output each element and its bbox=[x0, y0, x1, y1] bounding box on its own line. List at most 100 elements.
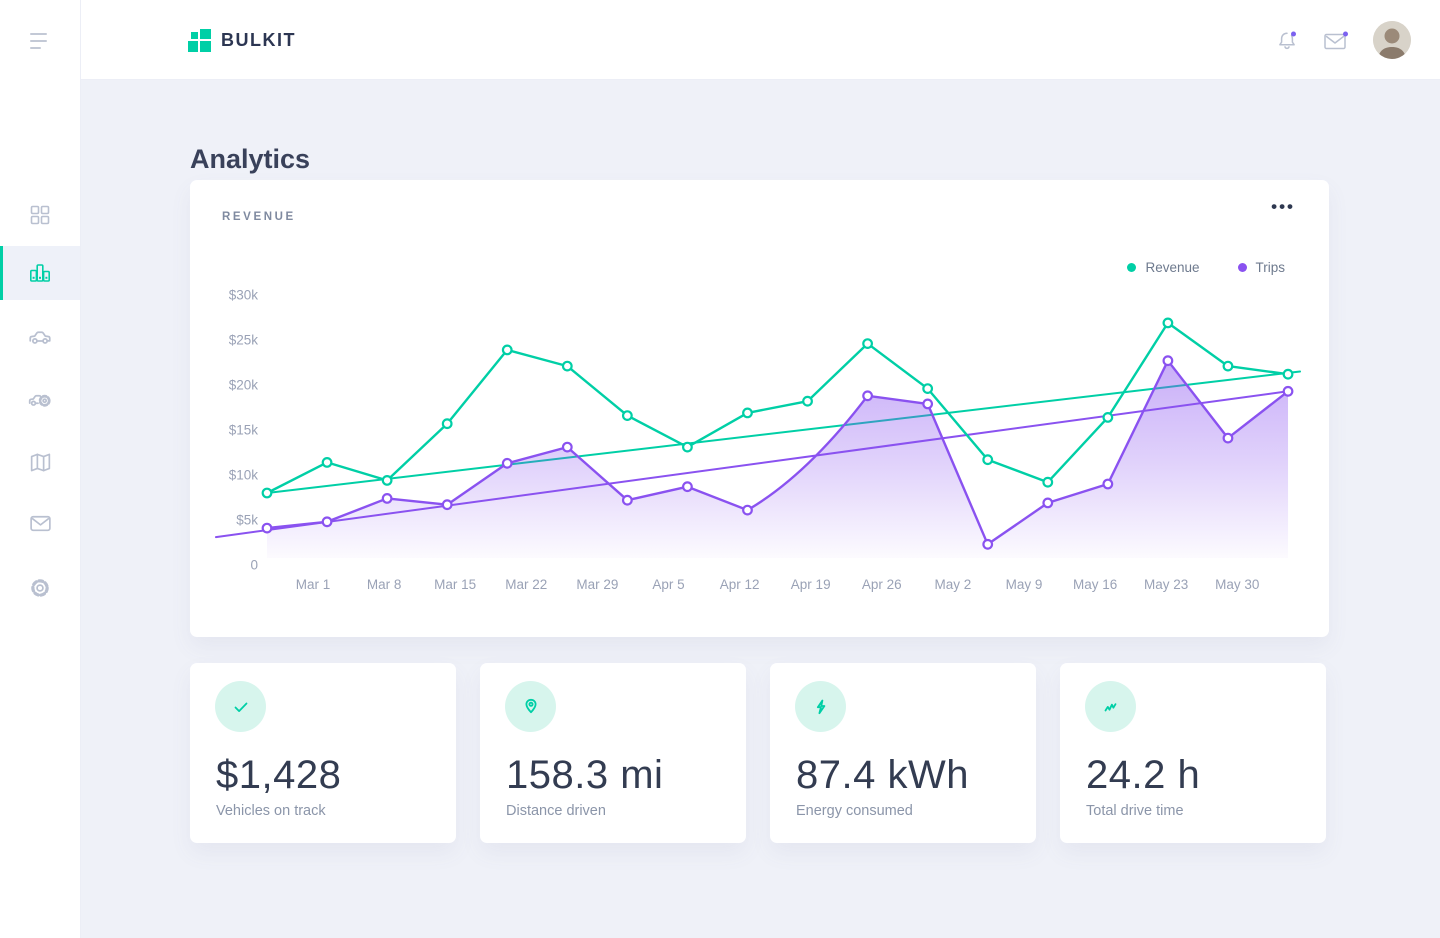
sidebar-item-vehicle-service[interactable] bbox=[0, 372, 80, 426]
trips-marker bbox=[261, 522, 273, 534]
x-tick-label: May 9 bbox=[1006, 577, 1043, 592]
stat-value: $1,428 bbox=[216, 753, 342, 797]
revenue-marker bbox=[1162, 317, 1174, 329]
car-icon bbox=[29, 331, 51, 344]
revenue-chart-card: $30k $25k $20k $15k $10k $5k 0 Mar 1 Mar 8 Mar 15… bbox=[190, 180, 1329, 637]
brand-name: BULKIT bbox=[221, 30, 296, 50]
revenue-marker bbox=[982, 454, 994, 466]
stat-label: Vehicles on track bbox=[216, 803, 326, 819]
stat-value: 87.4 kWh bbox=[796, 753, 969, 797]
message-badge bbox=[1343, 31, 1348, 37]
envelope-icon bbox=[1324, 31, 1348, 50]
stat-icon-bubble bbox=[795, 681, 846, 732]
x-tick-label: Mar 15 bbox=[434, 577, 476, 592]
map-icon bbox=[30, 453, 50, 471]
car-gear-icon bbox=[28, 394, 51, 407]
gear-icon bbox=[31, 579, 49, 597]
trips-marker bbox=[922, 398, 934, 410]
sidebar-item-messages[interactable] bbox=[0, 496, 80, 550]
stat-label: Total drive time bbox=[1086, 803, 1184, 819]
y-tick-label: $25k bbox=[229, 333, 259, 348]
x-tick-label: Apr 19 bbox=[791, 577, 831, 592]
trips-marker bbox=[1042, 497, 1054, 509]
x-tick-label: May 23 bbox=[1144, 577, 1188, 592]
trips-marker bbox=[381, 493, 393, 504]
sidebar-item-map[interactable] bbox=[0, 435, 80, 489]
notifications-button[interactable] bbox=[1273, 27, 1301, 55]
revenue-trend-line bbox=[266, 370, 1302, 494]
chart-more-menu[interactable]: ••• bbox=[1271, 197, 1295, 216]
revenue-chart: $30k $25k $20k $15k $10k $5k 0 Mar 1 Mar 8 Mar 15… bbox=[214, 288, 1302, 592]
x-tick-label: Mar 1 bbox=[296, 577, 331, 592]
hamburger-icon bbox=[30, 33, 47, 35]
trips-marker bbox=[742, 504, 753, 516]
chart-card-title: REVENUE bbox=[222, 211, 296, 223]
legend-item-trips[interactable]: Trips bbox=[1237, 260, 1285, 275]
revenue-marker bbox=[381, 475, 393, 486]
revenue-marker bbox=[321, 457, 333, 468]
bulkit-logo-icon bbox=[188, 29, 211, 52]
x-tick-label: Mar 8 bbox=[367, 577, 402, 592]
user-avatar[interactable] bbox=[1373, 21, 1411, 59]
legend-item-revenue[interactable]: Revenue bbox=[1127, 260, 1200, 275]
trips-marker bbox=[982, 538, 994, 550]
sidebar-item-dashboard[interactable] bbox=[0, 188, 80, 242]
trips-marker bbox=[441, 499, 453, 511]
trips-marker bbox=[321, 516, 333, 528]
revenue-marker bbox=[1042, 476, 1054, 488]
stats-row: $1,428 Vehicles on track 158.3 mi Distan… bbox=[190, 663, 1329, 843]
revenue-marker bbox=[922, 383, 934, 395]
menu-toggle-button[interactable] bbox=[30, 33, 50, 49]
revenue-marker bbox=[261, 487, 273, 499]
brand-logo[interactable]: BULKIT bbox=[188, 29, 296, 52]
check-icon bbox=[234, 702, 247, 712]
x-tick-label: Apr 12 bbox=[720, 577, 760, 592]
top-bar: BULKIT bbox=[81, 0, 1440, 80]
y-tick-label: $30k bbox=[229, 288, 259, 303]
trips-marker bbox=[621, 494, 633, 506]
stat-card-drive-time: 24.2 h Total drive time bbox=[1060, 663, 1326, 843]
stat-icon-bubble bbox=[215, 681, 266, 732]
stat-label: Distance driven bbox=[506, 803, 606, 819]
messages-button[interactable] bbox=[1321, 27, 1349, 55]
revenue-legend-label: Revenue bbox=[1145, 260, 1200, 275]
trips-marker bbox=[501, 457, 513, 469]
revenue-marker bbox=[501, 344, 513, 356]
grid-icon bbox=[30, 205, 50, 225]
page-title: Analytics bbox=[190, 144, 311, 175]
stat-card-energy: 87.4 kWh Energy consumed bbox=[770, 663, 1036, 843]
x-tick-label: May 16 bbox=[1073, 577, 1117, 592]
y-tick-label: $5k bbox=[236, 513, 258, 528]
lightning-icon bbox=[816, 699, 825, 714]
revenue-marker bbox=[561, 360, 573, 372]
trips-marker bbox=[561, 441, 573, 453]
trips-marker bbox=[682, 481, 693, 493]
revenue-marker bbox=[1282, 368, 1294, 380]
y-tick-label: $15k bbox=[229, 423, 259, 438]
stat-card-vehicles: $1,428 Vehicles on track bbox=[190, 663, 456, 843]
y-tick-label: $10k bbox=[229, 468, 259, 483]
stat-value: 24.2 h bbox=[1086, 753, 1201, 797]
trips-marker bbox=[862, 390, 873, 402]
stat-label: Energy consumed bbox=[796, 803, 913, 819]
sidebar-item-analytics[interactable] bbox=[0, 246, 80, 300]
revenue-line bbox=[266, 321, 1289, 495]
y-tick-label: 0 bbox=[250, 558, 258, 573]
stat-card-distance: 158.3 mi Distance driven bbox=[480, 663, 746, 843]
revenue-marker bbox=[1102, 411, 1114, 423]
stat-value: 158.3 mi bbox=[506, 753, 664, 797]
revenue-legend-dot bbox=[1127, 263, 1137, 272]
bar-chart-icon bbox=[29, 264, 51, 282]
revenue-marker bbox=[802, 395, 813, 407]
revenue-marker bbox=[1222, 360, 1234, 372]
trend-up-icon bbox=[1104, 702, 1116, 711]
stat-icon-bubble bbox=[505, 681, 556, 732]
map-pin-icon bbox=[525, 698, 536, 713]
sidebar-item-settings[interactable] bbox=[0, 561, 80, 615]
x-tick-label: May 2 bbox=[935, 577, 972, 592]
x-tick-label: Mar 29 bbox=[576, 577, 618, 592]
sidebar-item-vehicles[interactable] bbox=[0, 309, 80, 363]
revenue-marker bbox=[621, 410, 633, 422]
trips-marker bbox=[1282, 385, 1294, 397]
